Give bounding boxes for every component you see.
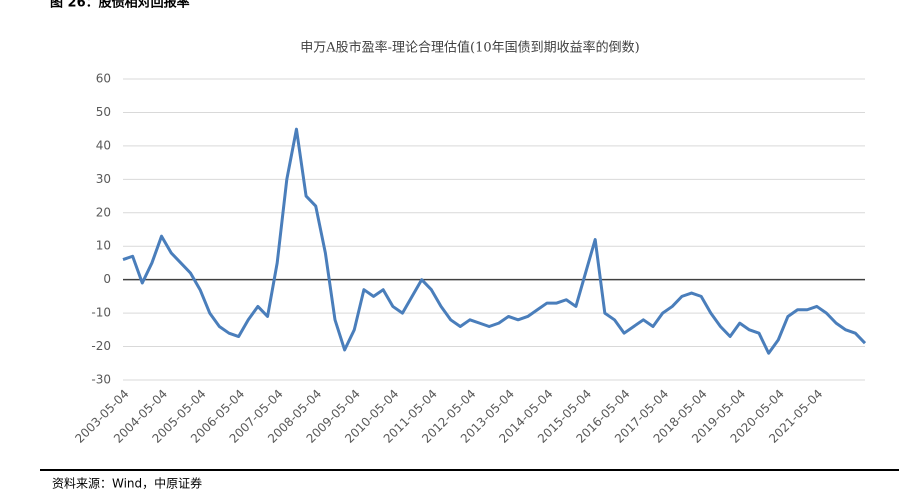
- y-tick-label: 60: [96, 72, 111, 86]
- y-tick-label: 30: [96, 172, 111, 186]
- header: 图 26：股债相对回报率: [50, 0, 190, 11]
- chart-title: 申万A股市盈率-理论合理估值(10年国债到期收益率的倒数): [300, 40, 639, 56]
- y-tick-label: 0: [103, 272, 111, 286]
- line: [122, 127, 867, 355]
- y-tick-label: -20: [91, 339, 111, 353]
- source: 资料来源：Wind，中原证券: [52, 476, 202, 491]
- y-tick-label: -10: [91, 306, 111, 320]
- y-tick-label: 40: [96, 138, 111, 152]
- y-tick-label: 10: [96, 239, 111, 253]
- y-tick-label: -30: [91, 373, 111, 387]
- y-tick-label: 50: [96, 105, 111, 119]
- y-tick-label: 20: [96, 205, 111, 219]
